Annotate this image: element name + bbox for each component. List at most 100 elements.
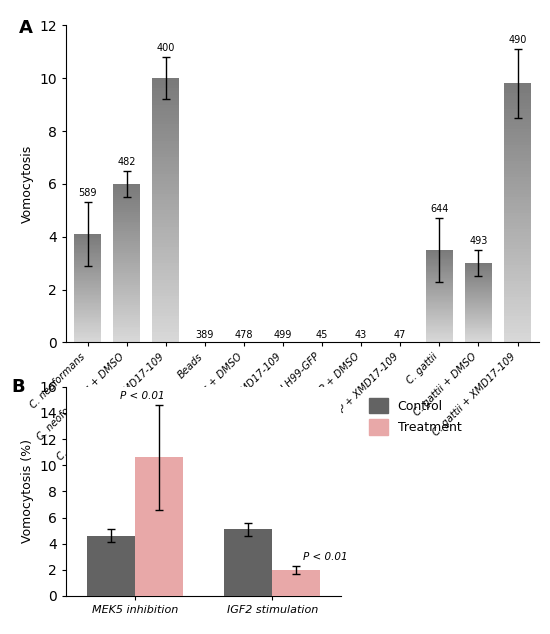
Bar [504,200,531,204]
Bar [113,316,140,319]
Bar [74,307,101,309]
Bar [426,289,453,290]
Bar [426,294,453,295]
Legend: Control, Treatment: Control, Treatment [364,393,466,440]
Bar [504,252,531,255]
Bar [74,257,101,259]
Bar [152,194,179,197]
Bar [465,339,492,340]
Bar [135,457,183,596]
Bar [465,340,492,341]
Bar [74,259,101,260]
Bar [465,316,492,318]
Bar [426,267,453,268]
Bar [152,302,179,306]
Bar [426,269,453,271]
Bar [152,190,179,194]
Bar [152,101,179,105]
Bar [504,287,531,290]
Bar [152,220,179,224]
Bar [74,329,101,330]
Bar [113,233,140,235]
Bar [426,251,453,252]
Bar [74,341,101,342]
Bar [152,217,179,220]
Bar [74,334,101,335]
Bar [152,273,179,276]
Bar [504,316,531,320]
Bar [74,235,101,236]
Bar [152,111,179,115]
Bar [465,335,492,337]
Bar [426,327,453,328]
Bar [426,318,453,320]
Bar [504,336,531,339]
Bar [504,297,531,301]
Bar [465,296,492,297]
Bar [465,289,492,290]
Bar [426,306,453,307]
Bar [152,309,179,313]
Bar [152,115,179,118]
Bar [426,317,453,318]
Bar [152,141,179,145]
Bar [504,339,531,342]
Bar [465,302,492,303]
Bar [113,337,140,339]
Bar [426,333,453,334]
Bar [465,263,492,264]
Bar [465,305,492,306]
Bar [426,320,453,321]
Bar [504,184,531,187]
Bar [152,131,179,134]
Bar [152,257,179,260]
Bar [465,276,492,277]
Bar [113,299,140,301]
Bar [504,106,531,109]
Bar [74,296,101,298]
Bar [74,261,101,262]
Bar [504,100,531,103]
Bar [426,266,453,268]
Bar [426,271,453,272]
Bar [504,129,531,132]
Bar [74,337,101,339]
Bar [465,288,492,289]
Text: 490: 490 [508,35,527,45]
Bar [113,191,140,194]
Bar [74,320,101,321]
Bar [504,174,531,178]
Bar [465,273,492,274]
Bar [465,293,492,294]
Bar [152,269,179,273]
Bar [426,287,453,288]
Bar [426,278,453,279]
Bar [465,328,492,330]
Bar [152,118,179,121]
Bar [504,84,531,87]
Bar [113,283,140,285]
Bar [113,279,140,281]
Bar [74,323,101,325]
Bar [465,325,492,327]
Y-axis label: Vomocytosis: Vomocytosis [21,145,34,223]
Bar [504,304,531,307]
Bar [74,253,101,254]
Text: 400: 400 [157,43,175,53]
Bar [113,309,140,311]
Bar [113,318,140,321]
Bar [74,340,101,341]
Bar [152,286,179,290]
Bar [74,288,101,290]
Bar [152,181,179,184]
Bar [504,187,531,190]
Bar [504,190,531,193]
Bar [74,280,101,281]
Bar [504,152,531,155]
Bar [504,219,531,223]
Bar [465,295,492,296]
Bar [504,261,531,265]
Bar [152,276,179,280]
Bar [113,253,140,256]
Bar [465,297,492,298]
